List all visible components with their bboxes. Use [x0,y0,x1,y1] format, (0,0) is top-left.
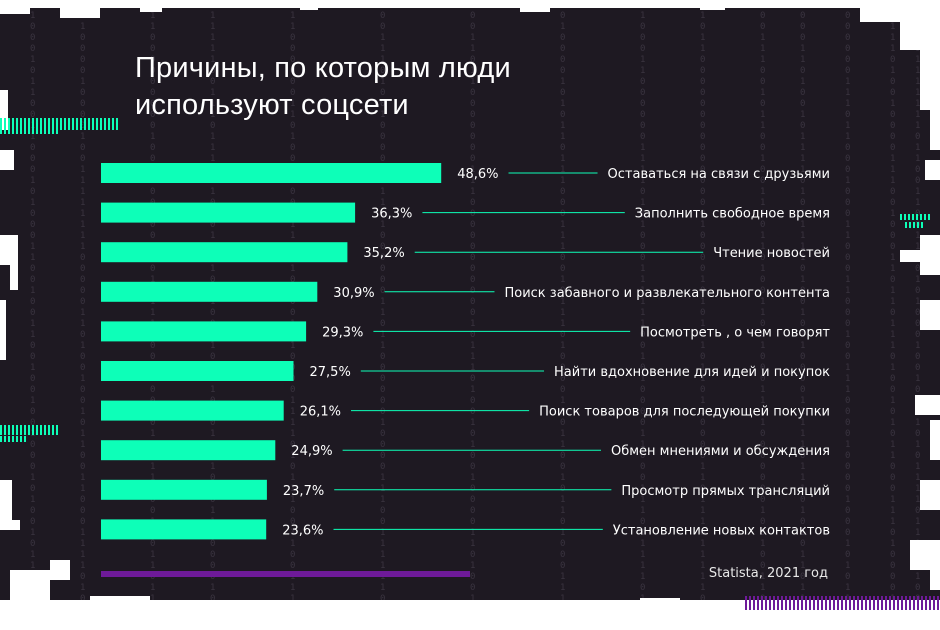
bar [101,242,348,263]
glitch-pixel [860,0,940,22]
chart-title: Причины, по которым люди используют соцс… [135,50,735,124]
title-line-2: используют соцсети [135,89,409,121]
category-label: Оставаться на связи с друзьями [608,167,830,182]
glitch-pixel [140,0,162,12]
value-label: 23,7% [283,484,324,499]
value-label: 48,6% [457,167,498,182]
glitch-pixel [60,0,100,18]
bar [101,519,267,540]
glitch-pixel [200,600,250,630]
glitch-pixel [930,570,940,590]
bar [101,361,294,381]
green-glitch-strip [0,436,28,442]
green-glitch-strip [900,214,930,220]
glitch-pixel [0,0,30,14]
glitch-pixel [10,250,18,290]
category-label: Обмен мнениями и обсуждения [611,444,830,459]
glitch-pixel [380,602,430,630]
category-label: Посмотреть , о чем говорят [640,325,830,340]
source-note: Statista, 2021 год [708,566,828,581]
bar [101,479,267,500]
glitch-pixel [90,596,150,630]
glitch-pixel [915,395,940,415]
category-label: Чтение новостей [713,246,830,261]
purple-accent-bar [101,571,470,577]
green-glitch-strip [0,425,60,435]
value-label: 23,6% [282,523,323,538]
value-label: 27,5% [310,365,351,380]
value-label: 24,9% [291,444,332,459]
bar [101,202,356,223]
glitch-pixel [0,480,12,520]
glitch-pixel [640,598,680,630]
glitch-pixel [50,560,70,580]
glitch-pixel [925,160,940,180]
glitch-pixel [900,250,922,262]
matrix-column: 0 1 0 0 0 1 1 0 0 0 0 0 0 1 1 1 1 0 1 1 … [640,0,646,630]
glitch-pixel [920,480,940,510]
category-label: Просмотр прямых трансляций [621,484,830,499]
glitch-pixel [0,90,8,130]
glitch-pixel [0,520,20,530]
glitch-pixel [300,0,318,10]
green-glitch-strip [0,128,60,134]
glitch-pixel [560,604,590,630]
glitch-pixel [920,235,940,275]
glitch-pixel [0,150,14,170]
bar [101,400,284,421]
glitch-pixel [700,0,725,10]
glitch-pixel [930,420,940,460]
category-label: Поиск товаров для последующей покупки [539,405,830,420]
matrix-column: 0 0 0 1 1 1 0 1 0 0 1 0 0 0 0 0 0 1 1 1 … [380,0,386,630]
category-label: Заполнить свободное время [635,207,830,222]
purple-glitch-strip [745,596,940,610]
glitch-pixel [900,20,940,50]
category-label: Найти вдохновение для идей и покупок [554,365,830,380]
glitch-pixel [520,0,550,12]
value-label: 35,2% [363,246,404,261]
bar [101,321,307,342]
bar [101,281,318,302]
glitch-pixel [10,570,50,600]
bar [101,440,276,461]
glitch-pixel [930,110,940,150]
glitch-pixel [910,540,940,570]
category-label: Поиск забавного и развлекательного конте… [504,286,830,301]
title-line-1: Причины, по которым люди [135,52,511,84]
glitch-pixel [920,50,940,110]
green-glitch-strip [905,222,925,228]
value-label: 30,9% [333,286,374,301]
glitch-pixel [0,0,940,8]
glitch-pixel [920,300,940,330]
value-label: 26,1% [300,405,341,420]
value-label: 36,3% [371,207,412,222]
bar [101,163,442,183]
glitch-pixel [0,300,6,360]
value-label: 29,3% [322,325,363,340]
green-glitch-strip [0,118,120,130]
category-label: Установление новых контактов [613,523,830,538]
